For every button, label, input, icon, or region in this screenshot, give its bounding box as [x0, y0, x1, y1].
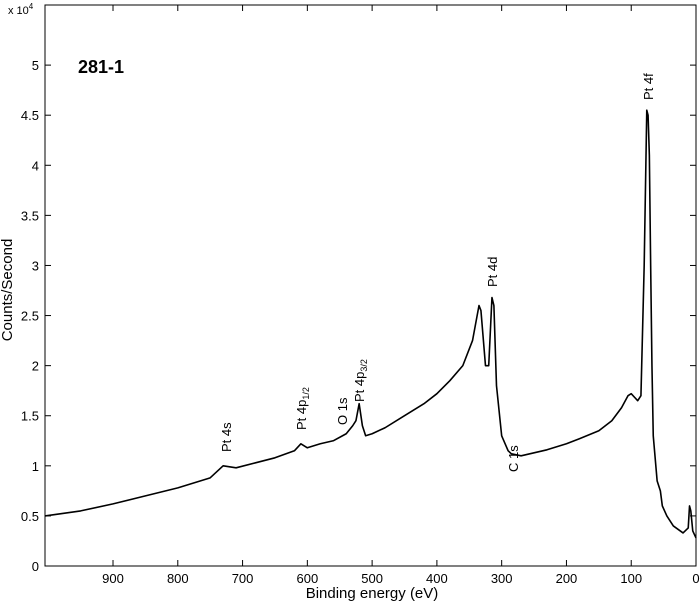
- y-tick-label: 0.5: [21, 509, 39, 524]
- y-tick-label: 0: [32, 559, 39, 574]
- peak-label: C 1s: [506, 445, 521, 472]
- y-axis-label: Counts/Second: [0, 239, 16, 342]
- peak-label: Pt 4d: [485, 257, 500, 287]
- x-tick-label: 600: [296, 571, 318, 586]
- y-multiplier-base: x 10: [8, 5, 29, 17]
- x-tick-label: 400: [426, 571, 448, 586]
- peak-label-text: C 1s: [506, 445, 521, 472]
- x-tick-label: 200: [556, 571, 578, 586]
- y-tick-label: 1: [32, 459, 39, 474]
- y-tick-label: 5: [32, 58, 39, 73]
- peak-label-text: Pt 4f: [641, 73, 656, 100]
- plot-frame: [44, 4, 697, 567]
- x-tick-label: 700: [232, 571, 254, 586]
- peak-label: O 1s: [335, 397, 350, 425]
- peak-label-text: Pt 4p: [352, 372, 367, 402]
- peak-label-text: O 1s: [335, 397, 350, 425]
- x-tick-label: 500: [361, 571, 383, 586]
- y-tick-label: 1.5: [21, 409, 39, 424]
- y-tick-label: 2.5: [21, 309, 39, 324]
- y-tick-label: 4.5: [21, 108, 39, 123]
- peak-label-text: Pt 4s: [219, 422, 234, 452]
- y-multiplier-exponent: 4: [29, 2, 34, 11]
- x-tick-label: 300: [491, 571, 513, 586]
- peak-label-sub: 1/2: [301, 387, 311, 400]
- x-tick-label: 0: [692, 571, 699, 586]
- y-tick-label: 3.5: [21, 208, 39, 223]
- peak-label: Pt 4p1/2: [294, 387, 311, 430]
- peak-label: Pt 4p3/2: [352, 359, 369, 402]
- y-tick-label: 3: [32, 258, 39, 273]
- chart-title: 281-1: [78, 57, 124, 77]
- y-multiplier: x 104: [8, 2, 34, 17]
- x-axis-label: Binding energy (eV): [306, 585, 439, 602]
- y-tick-label: 4: [32, 158, 39, 173]
- spectrum-line: [44, 109, 697, 539]
- x-tick-label: 800: [167, 571, 189, 586]
- y-tick-label: 2: [32, 359, 39, 374]
- peak-label-sub: 3/2: [359, 359, 369, 372]
- x-tick-label: 900: [102, 571, 124, 586]
- peak-label-text: Pt 4p: [294, 400, 309, 430]
- peak-label: Pt 4f: [641, 73, 656, 100]
- x-tick-label: 100: [620, 571, 642, 586]
- peak-label-text: Pt 4d: [485, 257, 500, 287]
- peak-label: Pt 4s: [219, 422, 234, 452]
